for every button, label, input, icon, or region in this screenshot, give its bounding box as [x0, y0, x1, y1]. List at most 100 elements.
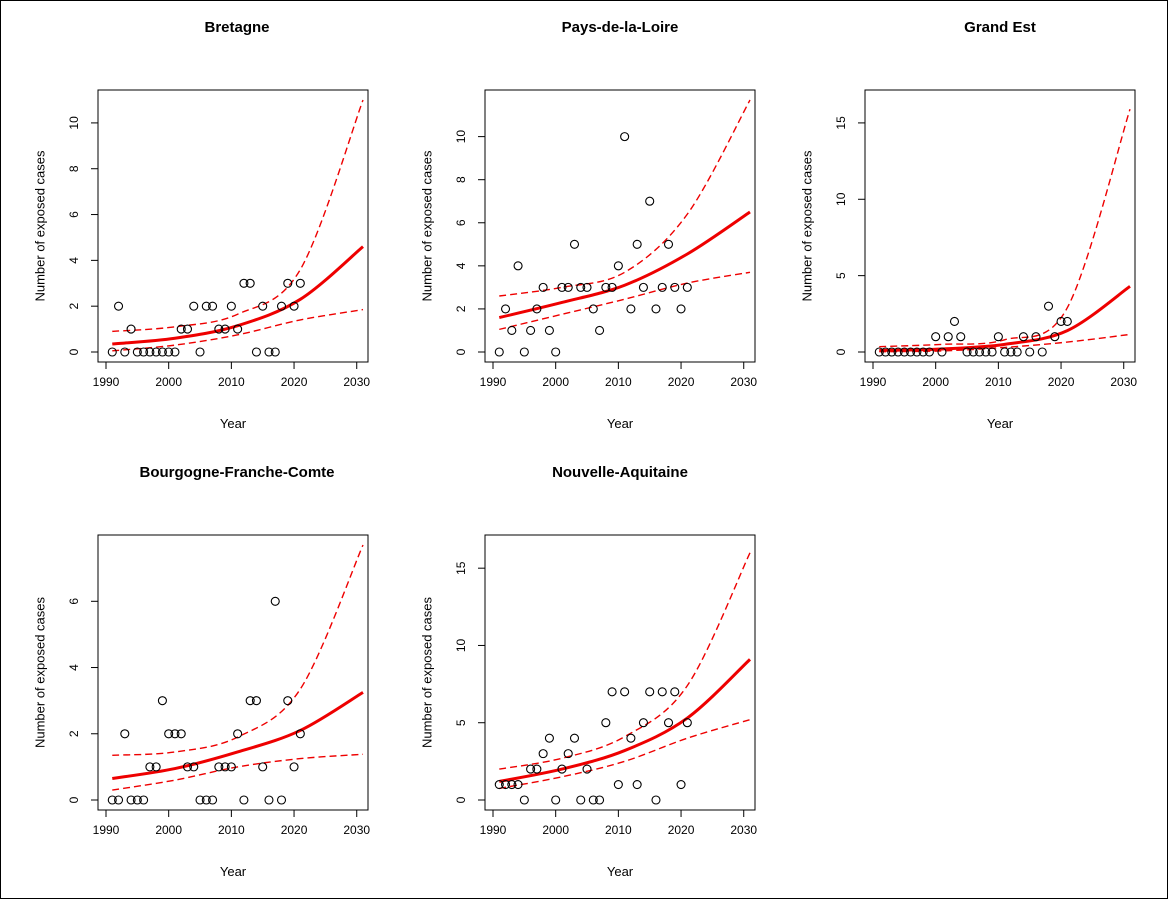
- data-point: [538, 282, 548, 292]
- data-point: [201, 301, 211, 311]
- ci-lower-line: [879, 333, 1131, 353]
- data-point: [164, 347, 174, 357]
- data-point: [1043, 301, 1054, 311]
- data-point: [208, 301, 218, 311]
- plot-box: [97, 89, 369, 363]
- data-point: [532, 764, 542, 774]
- x-axis: 1990 2000 2010 2020 2030: [480, 809, 757, 837]
- data-point: [201, 795, 211, 805]
- y-tick-label: 2: [67, 303, 81, 310]
- y-tick-label: 6: [67, 211, 81, 218]
- ci-lower-line: [112, 308, 364, 352]
- fit-line: [112, 691, 364, 780]
- data-point: [620, 687, 630, 697]
- data-point: [208, 795, 218, 805]
- data-point: [113, 795, 124, 805]
- y-tick-label: 6: [454, 219, 468, 226]
- data-point: [170, 347, 180, 357]
- data-point: [245, 278, 255, 288]
- data-point: [657, 282, 667, 292]
- data-point: [588, 304, 598, 314]
- ci-upper-line: [112, 544, 364, 756]
- data-point: [519, 795, 529, 805]
- x-tick-label: 1990: [93, 823, 120, 837]
- y-tick-label: 4: [67, 664, 81, 671]
- data-point: [251, 347, 261, 357]
- data-point: [937, 347, 947, 357]
- y-tick-label: 0: [67, 796, 81, 803]
- fit-line: [498, 658, 752, 783]
- data-point: [645, 687, 655, 697]
- y-tick-label: 5: [454, 719, 468, 726]
- x-tick-label: 2030: [730, 823, 757, 837]
- x-tick-label: 2010: [218, 823, 245, 837]
- data-point: [107, 795, 117, 805]
- x-tick-label: 2010: [605, 375, 632, 389]
- data-point: [176, 324, 186, 334]
- data-point: [626, 733, 636, 743]
- data-point: [120, 347, 130, 357]
- data-point: [638, 282, 648, 292]
- data-point: [1031, 332, 1041, 342]
- data-point: [663, 239, 674, 249]
- data-point: [943, 332, 953, 342]
- data-point: [283, 696, 293, 706]
- data-point: [107, 347, 117, 357]
- y-axis: 0 2 4 6: [67, 598, 99, 803]
- y-tick-label: 15: [834, 116, 848, 130]
- x-tick-label: 2010: [985, 375, 1012, 389]
- data-point: [258, 762, 268, 772]
- chart-title: Bretagne: [204, 19, 269, 36]
- y-tick-label: 2: [67, 730, 81, 737]
- data-point: [557, 764, 567, 774]
- data-point: [569, 733, 580, 743]
- ci-upper-line: [499, 99, 751, 297]
- x-axis-label: Year: [607, 416, 634, 431]
- plot-box: [97, 534, 369, 811]
- data-point: [544, 733, 554, 743]
- data-point: [1006, 347, 1016, 357]
- data-point: [513, 261, 523, 271]
- data-point: [233, 729, 243, 739]
- y-tick-label: 0: [834, 348, 848, 355]
- x-tick-label: 2030: [730, 375, 757, 389]
- y-axis-label: Number of exposed cases: [800, 150, 815, 302]
- y-tick-label: 2: [454, 305, 468, 312]
- data-point: [613, 261, 623, 271]
- data-point: [519, 347, 529, 357]
- data-point: [1050, 332, 1060, 342]
- x-tick-label: 2020: [668, 823, 695, 837]
- data-point: [258, 301, 268, 311]
- data-point: [526, 325, 536, 336]
- data-point: [595, 325, 605, 336]
- data-point: [893, 347, 903, 357]
- data-point: [657, 687, 667, 697]
- data-point: [494, 347, 504, 357]
- data-point: [226, 301, 236, 311]
- data-point: [924, 347, 934, 357]
- data-point: [295, 278, 305, 288]
- data-point: [126, 795, 136, 805]
- x-axis: 1990 2000 2010 2020 2030: [480, 361, 757, 389]
- data-point: [1000, 347, 1010, 357]
- data-point: [645, 196, 655, 206]
- chart-title: Bourgogne-Franche-Comte: [140, 464, 335, 481]
- data-point: [132, 795, 142, 805]
- y-tick-label: 10: [454, 130, 468, 144]
- x-tick-label: 2020: [668, 375, 695, 389]
- data-point: [682, 718, 692, 728]
- data-point: [532, 304, 542, 314]
- data-point: [670, 282, 680, 292]
- data-point: [189, 301, 199, 311]
- data-point: [949, 316, 960, 327]
- data-point: [887, 347, 897, 357]
- data-point: [220, 762, 230, 772]
- x-tick-label: 2030: [1110, 375, 1137, 389]
- data-point: [632, 239, 642, 249]
- y-axis: 0 5 10 15: [834, 116, 866, 355]
- x-tick-label: 2020: [281, 823, 308, 837]
- data-point: [270, 347, 280, 357]
- x-axis: 1990 2000 2010 2020 2030: [860, 361, 1137, 389]
- data-point: [632, 779, 642, 790]
